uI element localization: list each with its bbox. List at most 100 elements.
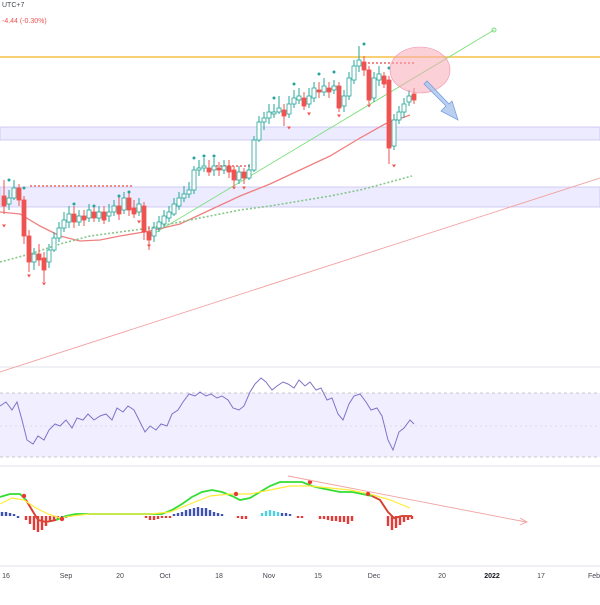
macd-histogram-bar <box>32 516 36 530</box>
macd-histogram-bar <box>208 510 212 516</box>
fractal-down-marker <box>232 186 236 190</box>
macd-histogram-bar <box>260 513 264 516</box>
candle <box>216 167 222 171</box>
candle <box>361 61 367 71</box>
candle <box>266 111 272 119</box>
macd-histogram-bar <box>338 516 342 522</box>
highlight-ellipse <box>389 46 451 94</box>
signal-dot-row <box>74 185 76 187</box>
candle <box>31 253 37 263</box>
candle <box>171 203 177 215</box>
fractal-up-marker <box>332 70 336 74</box>
signal-dot-row <box>38 185 40 187</box>
signal-dot-row <box>114 185 116 187</box>
signal-dot-row <box>82 185 84 187</box>
signal-dot-row <box>78 185 80 187</box>
macd-histogram-bar <box>40 516 44 530</box>
macd-histogram-bar <box>156 516 160 519</box>
candle <box>231 169 237 181</box>
time-tick-label: 16 <box>2 573 10 580</box>
signal-dot-row <box>66 185 68 187</box>
candle <box>391 119 397 147</box>
signal-dot-row <box>118 185 120 187</box>
macd-histogram-bar <box>172 514 176 516</box>
candle <box>291 97 297 105</box>
signal-dot-row <box>102 185 104 187</box>
rsi-band <box>0 393 600 457</box>
macd-histogram-bar <box>192 508 196 516</box>
macd-histogram-bar <box>188 509 192 516</box>
fractal-up-marker <box>362 42 366 46</box>
macd-histogram-bar <box>394 516 398 528</box>
time-tick-label: 17 <box>537 573 545 580</box>
candle <box>41 257 47 271</box>
macd-histogram-bar <box>318 516 322 519</box>
signal-dot-row <box>70 185 72 187</box>
candle <box>296 95 302 101</box>
macd-histogram-bar <box>196 507 200 516</box>
macd-histogram-bar <box>212 512 216 516</box>
signal-dot-row <box>376 62 378 64</box>
signal-dot-row <box>42 185 44 187</box>
signal-dot-row <box>380 62 382 64</box>
time-tick-label: 18 <box>215 573 223 580</box>
fractal-down-marker <box>392 164 396 168</box>
fractal-up-marker <box>192 156 196 160</box>
time-tick-label: Sep <box>60 573 73 580</box>
candle <box>176 197 182 207</box>
macd-histogram-bar <box>296 516 300 518</box>
macd-histogram-bar <box>24 516 28 520</box>
macd-histogram-bar <box>200 508 204 516</box>
signal-dot-row <box>384 62 386 64</box>
signal-dot-row <box>90 185 92 187</box>
candle <box>206 167 212 173</box>
fractal-down-marker <box>337 114 341 118</box>
macd-trendline <box>287 475 527 523</box>
macd-cross-marker <box>365 491 371 497</box>
candle <box>411 93 417 101</box>
candle <box>321 85 327 93</box>
fractal-down-marker <box>2 224 6 228</box>
red-trendline <box>0 177 600 373</box>
candle <box>36 253 42 261</box>
signal-dot-row <box>240 165 242 167</box>
candle <box>121 197 127 211</box>
candle <box>226 165 232 173</box>
candle <box>261 117 267 123</box>
macd-histogram-bar <box>300 516 304 518</box>
rsi-pane[interactable] <box>0 377 600 458</box>
candle <box>11 187 17 199</box>
signal-dot-row <box>368 62 370 64</box>
time-tick-label: 20 <box>116 573 124 580</box>
candle <box>186 189 192 195</box>
down-arrow <box>423 80 459 121</box>
macd-pane[interactable] <box>0 475 529 532</box>
macd-histogram-bar <box>164 516 168 518</box>
fractal-down-marker <box>147 244 151 248</box>
macd-histogram-bar <box>272 511 276 516</box>
macd-histogram-bar <box>398 516 402 525</box>
candle <box>401 103 407 113</box>
signal-dot-row <box>106 185 108 187</box>
signal-dot-row <box>388 62 390 64</box>
macd-histogram-bar <box>264 511 268 516</box>
macd-histogram-bar <box>244 516 248 519</box>
candle <box>286 103 292 115</box>
macd-histogram-bar <box>386 516 390 526</box>
candle <box>91 211 97 219</box>
candle <box>306 95 312 105</box>
fractal-down-marker <box>367 104 371 108</box>
fractal-up-marker <box>292 82 296 86</box>
time-tick-label: Nov <box>263 573 276 580</box>
signal-dot-row <box>94 185 96 187</box>
candle <box>116 205 122 215</box>
fractal-down-marker <box>27 274 31 278</box>
candle <box>366 69 372 101</box>
upper-zone <box>0 126 600 141</box>
time-tick-label: 20 <box>438 573 446 580</box>
trendline-handle <box>491 27 497 33</box>
price-pane[interactable] <box>1 42 459 286</box>
signal-dot-row <box>30 185 32 187</box>
